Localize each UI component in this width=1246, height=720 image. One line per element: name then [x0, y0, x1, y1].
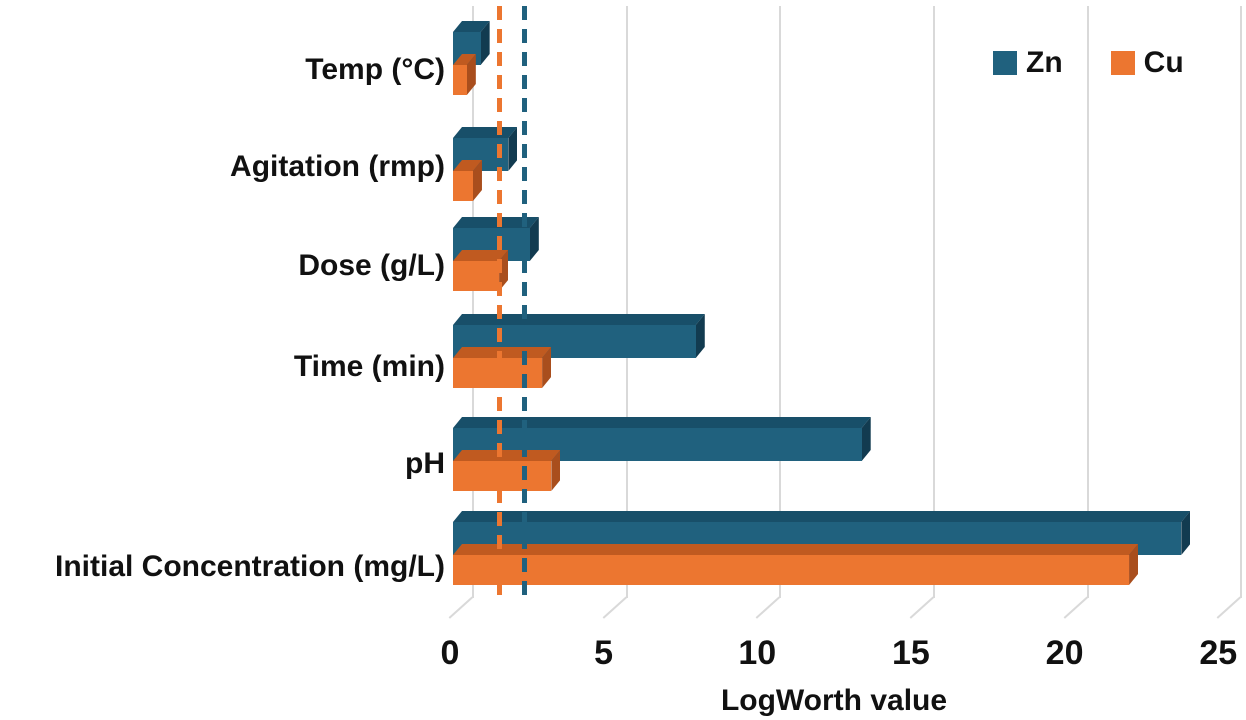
x-gridline-20	[1086, 6, 1089, 598]
x-gridline-foot-5	[602, 596, 627, 619]
x-tick-label-20: 20	[1045, 634, 1084, 672]
bar-side-Zn-0	[480, 21, 490, 65]
cu-swatch-icon	[1110, 51, 1135, 75]
category-label-0: Temp (°C)	[305, 53, 445, 86]
x-tick-label-5: 5	[594, 634, 614, 672]
x-gridline-5	[625, 6, 628, 598]
category-label-4: pH	[405, 447, 445, 480]
category-label-3: Time (min)	[293, 350, 445, 383]
bar-side-Cu-2	[499, 250, 509, 291]
category-label-2: Dose (g/L)	[298, 249, 445, 282]
bar-top-Zn-4	[453, 417, 871, 428]
legend-label-cu: Cu	[1143, 46, 1184, 79]
bar-top-Cu-1	[453, 160, 482, 171]
bar-top-Cu-0	[453, 54, 476, 65]
bar-Cu-5	[453, 555, 1130, 585]
x-gridline-foot-25	[1216, 596, 1242, 619]
zn-swatch-icon	[993, 51, 1017, 75]
bar-top-Zn-3	[453, 314, 705, 325]
bar-top-Zn-1	[453, 127, 518, 138]
bar-top-Cu-2	[453, 250, 509, 261]
x-gridline-foot-15	[909, 596, 934, 619]
bar-side-Zn-3	[695, 314, 705, 358]
x-tick-label-0: 0	[440, 634, 460, 672]
x-gridline-25	[1240, 6, 1243, 598]
category-label-1: Agitation (rmp)	[230, 150, 445, 183]
x-gridline-10	[779, 6, 782, 598]
x-axis-title: LogWorth value	[720, 684, 948, 717]
x-tick-label-10: 10	[738, 634, 777, 672]
bar-Cu-4	[453, 461, 552, 491]
x-tick-label-15: 15	[892, 634, 930, 672]
bar-top-Cu-5	[453, 544, 1139, 555]
bar-side-Zn-5	[1181, 511, 1191, 555]
x-gridline-foot-0	[448, 596, 473, 619]
bar-side-Zn-2	[529, 217, 539, 261]
bar-side-Zn-1	[508, 127, 518, 171]
bar-top-Zn-0	[453, 21, 490, 32]
bar-Cu-1	[453, 171, 473, 201]
x-gridline-15	[932, 6, 935, 598]
bar-side-Cu-3	[542, 347, 552, 388]
bar-side-Cu-4	[551, 450, 561, 491]
bar-side-Cu-0	[466, 54, 476, 95]
legend-item-zn: Zn	[993, 46, 1063, 79]
bar-side-Cu-5	[1129, 544, 1139, 585]
reference-line-cu	[497, 6, 503, 598]
legend-item-cu: Cu	[1110, 46, 1184, 79]
legend-label-zn: Zn	[1026, 46, 1063, 79]
x-gridline-foot-20	[1063, 596, 1088, 619]
reference-line-zn	[521, 6, 527, 598]
x-gridline-0	[472, 6, 474, 598]
bar-Cu-2	[453, 261, 500, 291]
bar-top-Cu-4	[453, 450, 561, 461]
category-label-5: Initial Concentration (mg/L)	[55, 550, 445, 583]
bar-top-Zn-5	[453, 511, 1191, 522]
bar-side-Cu-1	[472, 160, 482, 201]
x-gridline-foot-10	[755, 596, 781, 619]
bar-top-Zn-2	[453, 217, 539, 228]
legend: Zn Cu	[993, 46, 1184, 79]
bar-Cu-0	[453, 65, 467, 95]
bar-side-Zn-4	[861, 417, 871, 461]
x-tick-label-25: 25	[1199, 634, 1238, 672]
